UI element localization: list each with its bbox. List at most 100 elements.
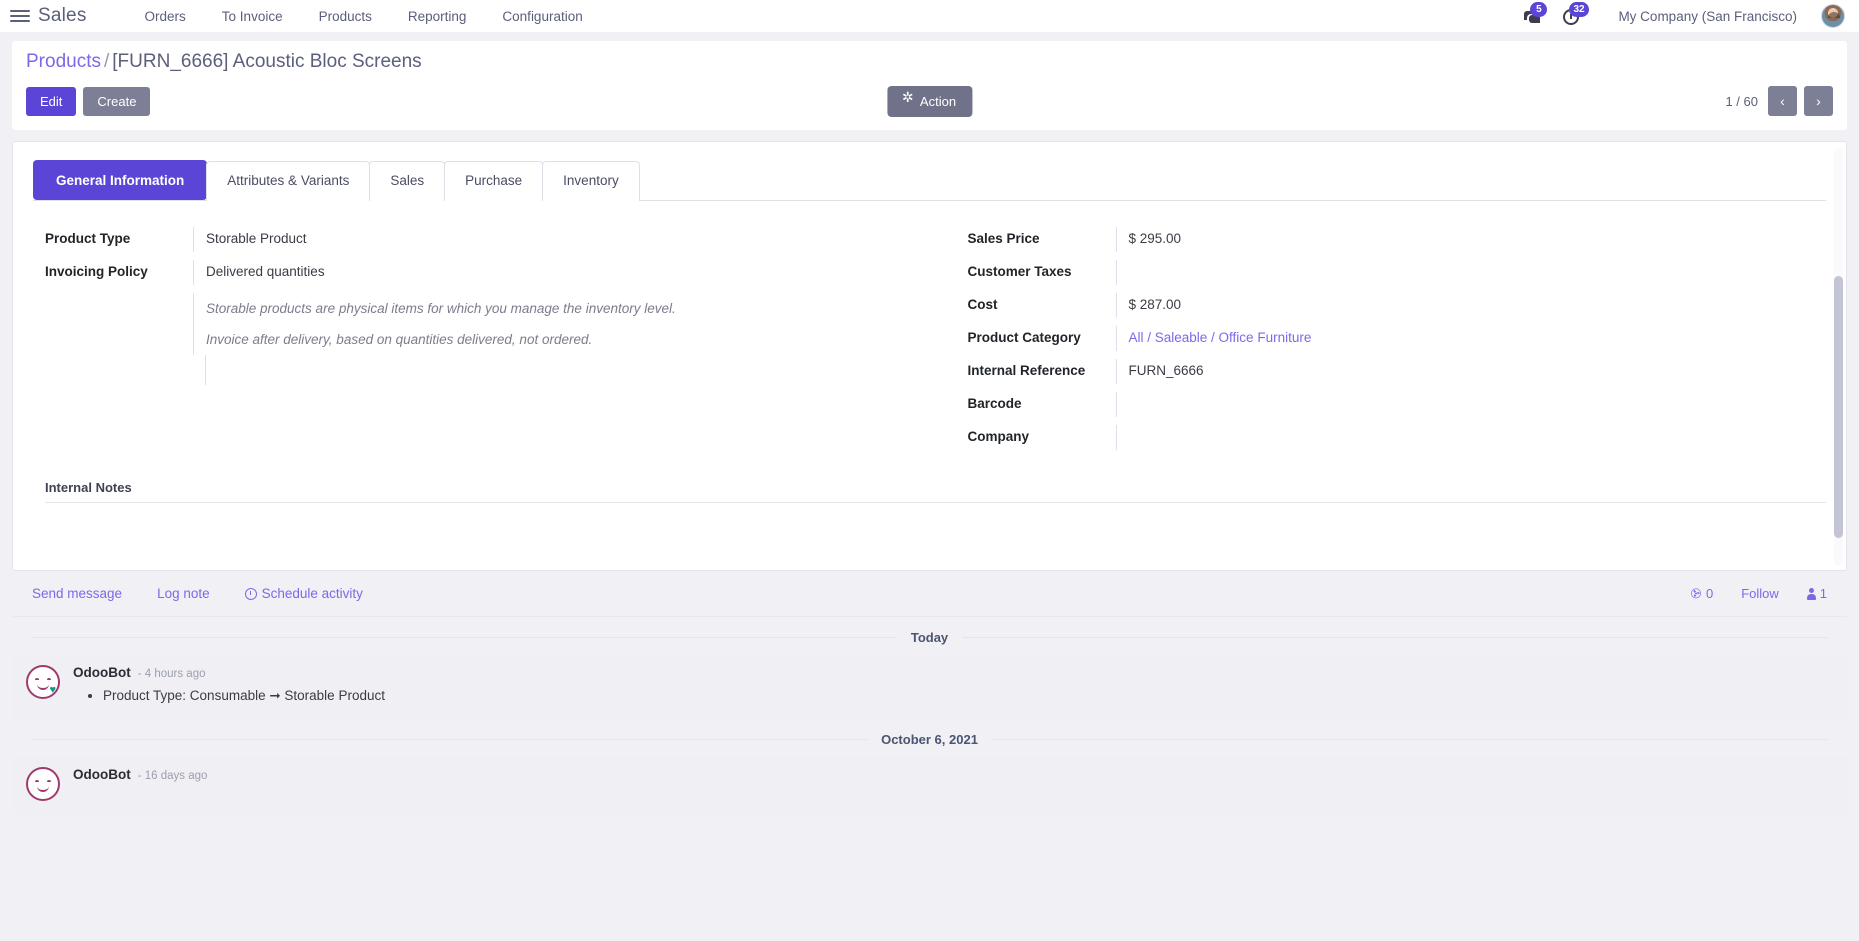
followers-count: 1 [1819,586,1827,602]
menu-item-configuration[interactable]: Configuration [502,8,583,24]
followers-button[interactable]: 1 [1806,586,1827,602]
field-barcode: Barcode [956,391,1827,425]
heart-icon: ♥ [49,683,56,696]
field-invoicing-policy: Invoicing Policy Delivered quantities [33,259,904,293]
field-product-category: Product Category All / Saleable / Office… [956,325,1827,359]
field-label: Invoicing Policy [45,263,148,279]
pager: 1 / 60 ‹ › [1725,86,1833,117]
schedule-activity-button[interactable]: Schedule activity [244,586,363,602]
field-label: Barcode [967,395,1022,411]
field-value[interactable] [1115,391,1827,417]
field-value[interactable]: $ 287.00 [1115,292,1827,318]
divider-line [32,636,897,638]
field-value[interactable]: $ 295.00 [1115,226,1827,252]
field-value[interactable]: FURN_6666 [1115,358,1827,384]
breadcrumb-products[interactable]: Products [26,51,101,72]
divider-line [962,636,1828,638]
top-navbar: Sales Orders To Invoice Products Reporti… [0,0,1859,32]
avatar-eye-right [47,780,51,783]
messages-badge: 5 [1530,2,1548,17]
control-panel-buttons: Edit Create Action 1 / 60 ‹ › [26,85,1833,118]
schedule-activity-label: Schedule activity [261,586,363,602]
form-sheet: General Information Attributes & Variant… [12,140,1847,571]
field-label: Sales Price [967,230,1040,246]
form-notebook-tabs: General Information Attributes & Variant… [33,159,1826,201]
tab-sales[interactable]: Sales [369,160,446,201]
pager-counter: 1 / 60 [1725,93,1758,109]
field-customer-taxes: Customer Taxes [956,259,1827,293]
tab-general-information[interactable]: General Information [33,159,208,200]
hamburger-icon[interactable] [10,8,30,24]
menu-item-orders[interactable]: Orders [144,8,186,24]
date-separator-october: October 6, 2021 [12,719,1847,756]
internal-notes-input[interactable] [45,503,1826,570]
form-scrollbar-thumb[interactable] [1834,275,1843,538]
message-body: OdooBot - 4 hours ago Product Type: Cons… [73,665,1833,706]
menu-item-to-invoice[interactable]: To Invoice [221,8,283,24]
field-internal-reference: Internal Reference FURN_6666 [956,358,1827,392]
form-scrollbar[interactable] [1834,147,1843,566]
message-author[interactable]: OdooBot [73,767,131,783]
attachments-button[interactable]: ✇ 0 [1687,584,1713,603]
avatar-eye-left [35,780,39,783]
message-content: Product Type: Consumable ➞ Storable Prod… [103,686,1833,706]
log-note-button[interactable]: Log note [157,586,210,602]
field-value[interactable] [1115,424,1827,450]
field-label: Product Category [967,329,1081,345]
avatar-eye-left [35,677,39,680]
breadcrumb-separator: / [103,51,110,72]
tab-inventory[interactable]: Inventory [542,160,640,201]
form-column-left: Product Type Storable Product Invoicing … [33,226,930,458]
person-icon [1806,587,1816,600]
field-sales-price: Sales Price $ 295.00 [956,226,1827,260]
date-separator-today: Today [12,617,1847,654]
create-button[interactable]: Create [83,86,151,116]
field-company: Company [956,424,1827,458]
action-button[interactable]: Action [886,85,973,117]
tab-attributes-variants[interactable]: Attributes & Variants [206,160,371,201]
message-line: Product Type: Consumable ➞ Storable Prod… [103,686,1833,706]
app-brand-sales[interactable]: Sales [38,5,87,26]
message-header: OdooBot - 4 hours ago [73,665,1833,680]
breadcrumb: Products / [FURN_6666] Acoustic Bloc Scree… [26,51,1833,74]
date-separator-label: October 6, 2021 [881,732,978,748]
gear-icon [902,90,914,107]
message-timestamp: - 4 hours ago [137,667,206,680]
field-value[interactable]: Storable Product [193,226,904,252]
chatter-meta: ✇ 0 Follow 1 [1687,584,1827,603]
pager-next-button[interactable]: › [1804,86,1833,117]
field-value[interactable]: Delivered quantities [193,259,904,285]
field-label: Internal Reference [967,362,1086,378]
menu-item-reporting[interactable]: Reporting [407,8,467,24]
pager-previous-button[interactable]: ‹ [1768,86,1797,117]
message-item: OdooBot - 16 days ago [12,756,1847,815]
messages-button[interactable]: 5 [1513,0,1552,32]
field-label: Company [967,428,1030,444]
field-label: Customer Taxes [967,263,1072,279]
page-title: [FURN_6666] Acoustic Bloc Screens [112,51,422,72]
control-panel: Products / [FURN_6666] Acoustic Bloc Scree… [12,41,1847,130]
odoobot-avatar: ♥ [26,664,60,699]
tab-purchase[interactable]: Purchase [444,160,544,201]
activities-button[interactable]: 32 [1552,0,1590,32]
form-fields: Product Type Storable Product Invoicing … [33,201,1826,458]
avatar-smile [37,786,49,793]
message-header: OdooBot - 16 days ago [73,767,1833,782]
edit-button[interactable]: Edit [26,86,77,116]
navbar-right: 5 32 My Company (San Francisco) [1513,0,1845,32]
follow-button[interactable]: Follow [1741,586,1779,602]
avatar-smile [37,684,49,690]
date-separator-label: Today [910,629,949,645]
form-column-right: Sales Price $ 295.00 Customer Taxes Cost… [930,226,1827,458]
field-value[interactable] [1115,259,1827,285]
message-author[interactable]: OdooBot [73,664,131,680]
menu-item-products[interactable]: Products [318,8,372,24]
action-button-label: Action [919,93,957,109]
company-switcher[interactable]: My Company (San Francisco) [1618,8,1797,24]
clock-icon [244,587,257,600]
invoicing-policy-help-text: Invoice after delivery, based on quantit… [193,323,904,355]
field-value-link[interactable]: All / Saleable / Office Furniture [1115,325,1827,351]
user-avatar[interactable] [1821,4,1845,28]
internal-notes-section: Internal Notes [33,458,1826,570]
send-message-button[interactable]: Send message [32,586,123,602]
